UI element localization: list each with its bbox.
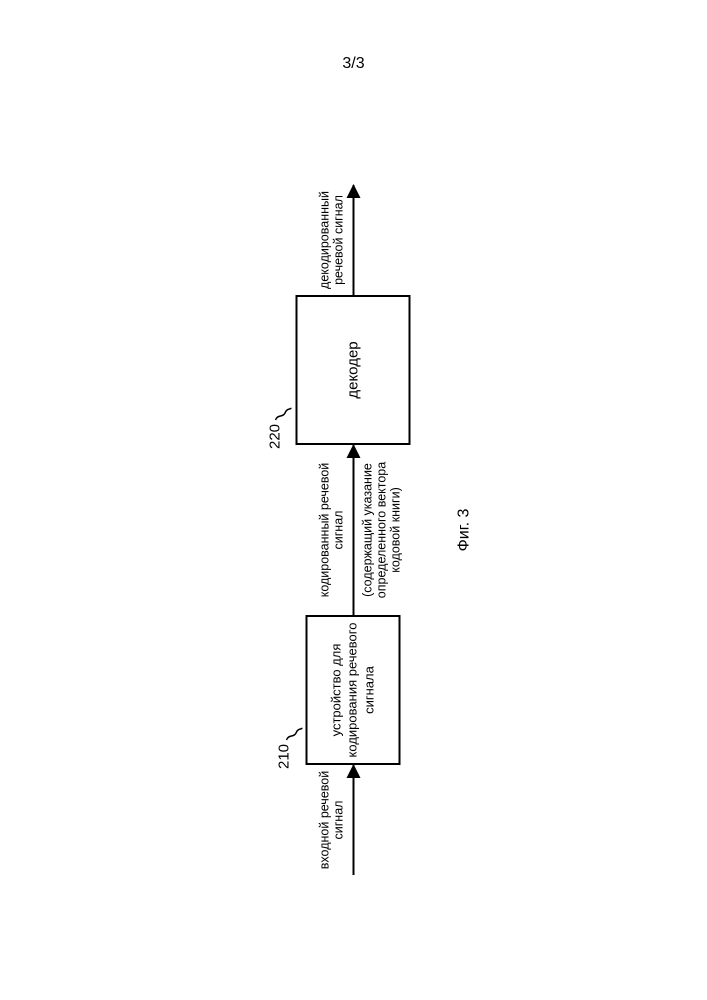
page-number: 3/3 bbox=[0, 55, 707, 73]
decoder-ref-number: 220 bbox=[267, 424, 284, 449]
encoder-ref: 210 bbox=[284, 726, 303, 769]
arrow-input: входной речевой сигнал bbox=[352, 765, 354, 875]
arrow-encoded-label-bottom: (содержащий указание определенного векто… bbox=[360, 445, 403, 615]
arrow-output-label: декодированный речевой сигнал bbox=[317, 185, 346, 295]
lead-line-icon bbox=[284, 726, 302, 742]
arrow-input-label: входной речевой сигнал bbox=[317, 765, 346, 875]
arrow-encoded-head bbox=[346, 444, 360, 458]
arrow-input-line bbox=[352, 765, 354, 875]
arrow-encoded-label-top: кодированный речевой сигнал bbox=[317, 445, 346, 615]
arrow-encoded: кодированный речевой сигнал (содержащий … bbox=[352, 445, 354, 615]
figure-3-diagram: входной речевой сигнал 210 устройство дл… bbox=[296, 185, 411, 875]
diagram-row: входной речевой сигнал 210 устройство дл… bbox=[296, 185, 411, 875]
decoder-label: декодер bbox=[345, 341, 362, 398]
encoder-ref-number: 210 bbox=[276, 744, 295, 769]
arrow-encoded-line bbox=[352, 445, 354, 615]
decoder-block: 220 декодер bbox=[296, 295, 411, 445]
encoder-label: устройство для кодирования речевого сигн… bbox=[329, 621, 378, 759]
arrow-output: декодированный речевой сигнал bbox=[352, 185, 354, 295]
encoder-block: 210 устройство для кодирования речевого … bbox=[306, 615, 401, 765]
arrow-output-line bbox=[352, 185, 354, 295]
arrow-input-head bbox=[346, 764, 360, 778]
figure-caption: Фиг. 3 bbox=[456, 509, 474, 552]
decoder-ref: 220 bbox=[274, 406, 292, 449]
lead-line-icon bbox=[274, 406, 292, 422]
arrow-output-head bbox=[346, 184, 360, 198]
